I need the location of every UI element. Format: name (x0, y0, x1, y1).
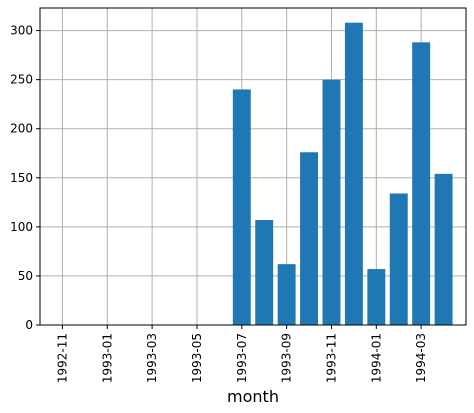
plot-frame (39, 7, 467, 326)
y-tick-label: 250 (10, 73, 33, 87)
bar (344, 22, 363, 325)
bar (412, 42, 431, 325)
bar (367, 269, 386, 325)
y-tick-label: 50 (18, 269, 33, 283)
bar (434, 173, 453, 325)
bar (322, 79, 341, 326)
x-tick-label: 1993-01 (100, 333, 114, 383)
bar (277, 264, 296, 325)
x-tick-label: 1992-11 (55, 333, 69, 383)
y-tick-label: 150 (10, 171, 33, 185)
x-tick-label: 1994-03 (414, 333, 428, 383)
bar (300, 152, 319, 325)
x-tick-label: 1993-09 (280, 333, 294, 383)
x-tick-label: 1993-11 (324, 333, 338, 383)
x-tick-label: 1993-07 (235, 333, 249, 383)
y-tick-label: 100 (10, 220, 33, 234)
bar (232, 89, 251, 325)
bar (255, 219, 274, 325)
x-tick-label: 1993-03 (145, 333, 159, 383)
x-tick-label: 1993-05 (190, 333, 204, 383)
x-axis-label: month (227, 387, 279, 406)
x-tick-label: 1994-01 (369, 333, 383, 383)
y-tick-label: 200 (10, 122, 33, 136)
y-tick-label: 0 (25, 318, 33, 332)
y-tick-label: 300 (10, 24, 33, 38)
bar (389, 193, 408, 325)
